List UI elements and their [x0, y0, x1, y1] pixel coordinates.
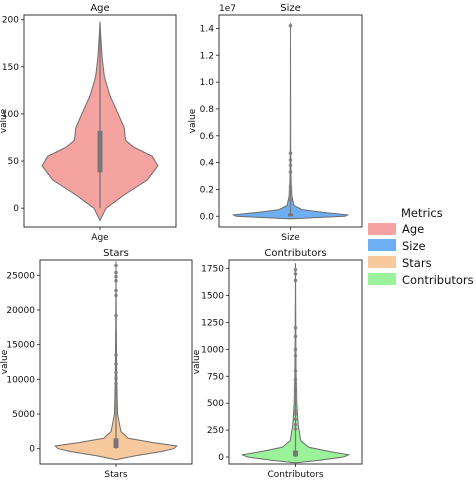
- iqr-box-contributors: [293, 450, 298, 457]
- y-axis-label-stars: value: [0, 349, 10, 374]
- y-tick-label-size-3: 0.6: [200, 132, 215, 142]
- y-tick-label-contributors-0: 0: [218, 453, 224, 463]
- x-category-label-contributors: Contributors: [267, 470, 323, 480]
- legend-swatch-size: [368, 239, 396, 251]
- y-tick-label-stars-3: 15000: [6, 341, 35, 351]
- iqr-box-size: [288, 213, 293, 217]
- y-tick-label-contributors-4: 1000: [201, 345, 224, 355]
- panel-stars: 0 5000 10000 15000 20000 25000 Stars Stars value: [0, 248, 193, 480]
- y-axis-label-size: value: [188, 108, 198, 133]
- panel-contributors: 0 250 500 750 1000 1250 1500 1750 Contributors Co…: [192, 248, 363, 480]
- iqr-box-age: [97, 130, 103, 173]
- y-tick-label-contributors-7: 1750: [201, 265, 224, 275]
- x-category-label-size: Size: [281, 233, 300, 243]
- y-tick-label-age-3: 150: [2, 63, 19, 73]
- y-tick-label-contributors-1: 250: [207, 426, 224, 436]
- panel-title-stars: Stars: [103, 248, 129, 259]
- legend-label-contributors: Contributors: [402, 273, 474, 287]
- y-tick-label-size-2: 0.4: [200, 159, 215, 169]
- y-tick-label-age-0: 0: [13, 204, 19, 214]
- y-tick-label-contributors-3: 750: [207, 372, 224, 382]
- legend-swatch-age: [368, 223, 396, 235]
- panel-title-size: Size: [280, 3, 301, 14]
- x-category-label-age: Age: [91, 233, 109, 243]
- iqr-box-stars: [113, 438, 119, 449]
- y-axis-label-age: value: [0, 108, 9, 133]
- panel-title-age: Age: [90, 3, 109, 14]
- panel-age: 0 50 100 150 200 Age Age value: [0, 3, 177, 243]
- panel-size: 0.0 0.2 0.4 0.6 0.8 1.0 1.2 1.4 Size Size value 1e7: [188, 3, 363, 243]
- y-tick-label-stars-1: 5000: [12, 410, 35, 420]
- y-tick-label-age-2: 100: [2, 110, 19, 120]
- y-tick-label-size-7: 1.4: [200, 24, 215, 34]
- y-tick-label-size-0: 0.0: [200, 212, 215, 222]
- y-offset-label-size: 1e7: [219, 4, 236, 14]
- legend-label-size: Size: [402, 239, 426, 253]
- y-tick-label-contributors-2: 500: [207, 399, 224, 409]
- y-tick-label-age-4: 200: [2, 16, 19, 26]
- panel-title-contributors: Contributors: [264, 248, 326, 259]
- y-tick-label-stars-2: 10000: [6, 375, 35, 385]
- legend-swatch-contributors: [368, 273, 396, 285]
- y-tick-label-stars-4: 20000: [6, 306, 35, 316]
- legend-label-stars: Stars: [402, 256, 432, 270]
- x-category-label-stars: Stars: [104, 470, 127, 480]
- y-tick-label-stars-0: 0: [29, 445, 35, 455]
- legend-swatch-stars: [368, 256, 396, 268]
- legend: Metrics Age Size Stars Contributors: [368, 206, 474, 287]
- y-tick-label-size-5: 1.0: [200, 78, 215, 88]
- y-tick-label-contributors-5: 1250: [201, 318, 224, 328]
- y-tick-label-size-4: 0.8: [200, 105, 215, 115]
- legend-title: Metrics: [401, 206, 443, 220]
- y-tick-label-size-6: 1.2: [200, 51, 214, 61]
- y-tick-label-contributors-6: 1500: [201, 292, 224, 302]
- legend-label-age: Age: [402, 222, 424, 236]
- y-tick-label-size-1: 0.2: [200, 185, 214, 195]
- y-tick-label-stars-5: 25000: [6, 271, 35, 281]
- y-tick-label-age-1: 50: [8, 157, 20, 167]
- y-axis-label-contributors: value: [192, 349, 202, 374]
